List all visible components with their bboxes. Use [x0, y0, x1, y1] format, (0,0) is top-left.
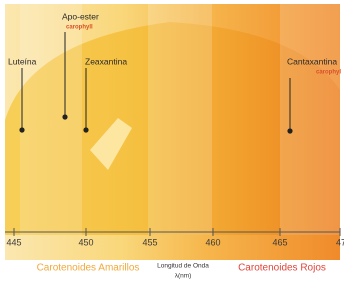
infographic: Luteína Apo-ester carophyll Zeaxantina C… — [0, 0, 344, 281]
pigment-label: Cantaxantina — [287, 56, 337, 66]
group-label: Carotenoides Rojos — [238, 263, 326, 274]
tick-label: 47 — [336, 237, 344, 247]
brand: carophyl — [316, 70, 341, 76]
tick-label: 450 — [78, 237, 93, 247]
pigment-label: Apo-ester — [62, 11, 99, 21]
bands — [20, 4, 340, 235]
tick-label: 465 — [272, 237, 287, 247]
tick-label: 445 — [6, 237, 21, 247]
group-label: Carotenoides Amarillos — [37, 263, 140, 274]
tick-label: 455 — [142, 237, 157, 247]
axis-title: Longitud de Onda — [157, 263, 209, 270]
pigment-label: Zeaxantina — [85, 56, 127, 66]
brand: carophyll — [66, 25, 93, 31]
pigment-label: Luteína — [8, 56, 37, 66]
axis-unit: λ(nm) — [175, 273, 192, 280]
tick-label: 460 — [205, 237, 220, 247]
